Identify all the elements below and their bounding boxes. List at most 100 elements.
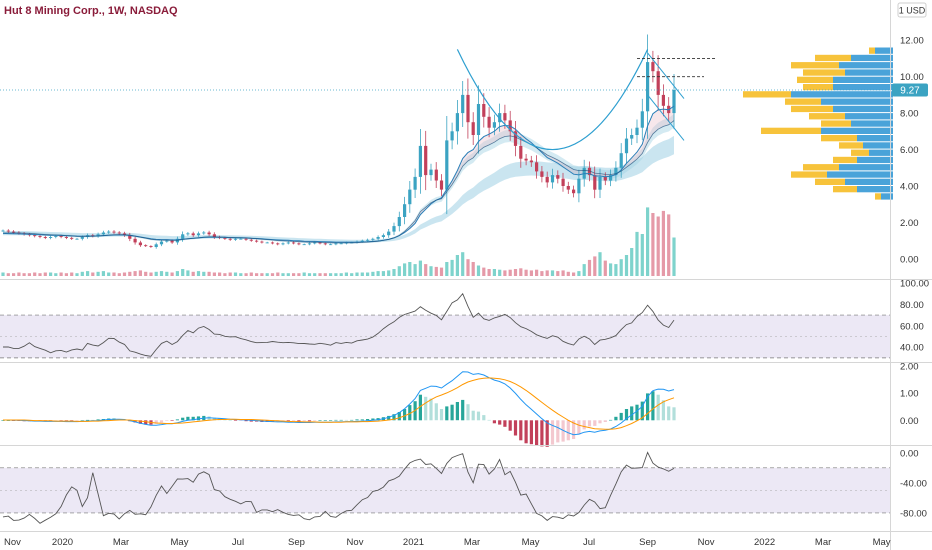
- profile-up-bar: [821, 127, 893, 134]
- candle-body: [381, 235, 385, 237]
- candle-body: [577, 178, 581, 194]
- macd-histogram-bar: [471, 410, 475, 421]
- time-tick-label: Sep: [639, 537, 656, 548]
- volume-bar: [144, 271, 148, 276]
- macd-histogram-bar: [455, 402, 459, 421]
- profile-up-bar: [875, 47, 893, 54]
- volume-bar: [12, 273, 16, 276]
- candle-body: [471, 122, 475, 135]
- williams-r-line: [2, 451, 675, 524]
- macd-histogram-bar: [582, 420, 586, 430]
- candle-body: [476, 104, 481, 135]
- time-tick-label: Nov: [698, 537, 715, 548]
- volume-bar: [59, 272, 63, 276]
- macd-tick-label: 1.00: [900, 389, 919, 400]
- profile-down-bar: [791, 105, 833, 113]
- candle-body: [302, 244, 306, 246]
- candle-body: [313, 242, 317, 244]
- macd-histogram-bar: [439, 409, 444, 421]
- profile-up-bar: [857, 156, 893, 164]
- candle-body: [159, 241, 164, 245]
- volume-bar: [661, 210, 665, 276]
- currency-button[interactable]: 1 USD: [897, 2, 927, 18]
- rsi-line: [3, 292, 675, 357]
- candle-body: [117, 232, 121, 234]
- volume-bar: [33, 272, 37, 276]
- macd-histogram-bar: [445, 406, 449, 421]
- indicator-bands: [0, 314, 890, 514]
- signal-line: [3, 377, 675, 430]
- candle-body: [535, 162, 539, 172]
- macd-histogram-bar: [59, 420, 63, 421]
- candle-body: [181, 234, 185, 239]
- profile-up-bar: [845, 69, 893, 76]
- profile-up-bar: [827, 171, 893, 178]
- volume-bar: [329, 273, 333, 276]
- volume-bar: [307, 273, 312, 276]
- volume-bar: [598, 252, 602, 276]
- candle-body: [424, 145, 428, 176]
- volume-bar: [133, 271, 137, 276]
- candle-body: [455, 113, 459, 132]
- candle-body: [482, 104, 486, 117]
- candle-body: [101, 232, 105, 235]
- candle-body: [672, 90, 676, 114]
- candle-body: [1, 230, 5, 232]
- volume-bar: [1, 272, 5, 276]
- candle-body: [70, 237, 74, 239]
- candle-body: [413, 176, 417, 190]
- candle-body: [144, 245, 148, 247]
- candle-body: [519, 145, 523, 159]
- macd-histogram-bar: [196, 416, 201, 421]
- volume-bar: [233, 272, 238, 276]
- candle-body: [540, 171, 544, 177]
- candle-body: [387, 231, 391, 236]
- candle-body: [297, 243, 301, 245]
- macd-histogram-bar: [640, 401, 644, 421]
- macd-histogram-bar: [371, 418, 375, 421]
- macd-histogram-bar: [619, 412, 623, 421]
- time-axis[interactable]: Nov 2020 Mar May Jul Sep Nov 2021 Mar May Jul Sep No…: [4, 537, 891, 548]
- volume-bar: [450, 259, 454, 276]
- volume-bar: [313, 273, 317, 276]
- profile-down-bar: [875, 193, 881, 200]
- macd-histogram-bar: [635, 404, 639, 421]
- volume-bar: [122, 272, 127, 276]
- macd-histogram-bar: [392, 414, 396, 421]
- candle-body: [107, 231, 111, 233]
- profile-up-bar: [869, 149, 893, 156]
- candle-body: [80, 237, 84, 239]
- volume-bar: [54, 273, 58, 276]
- profile-up-bar: [845, 178, 893, 185]
- candle-body: [170, 240, 174, 243]
- volume-bar: [376, 271, 380, 276]
- pennant-lower-line: [647, 94, 685, 141]
- volume-bar: [614, 264, 618, 276]
- pennant-upper-line: [647, 52, 685, 99]
- candle-body: [366, 239, 370, 241]
- volume-bar: [202, 271, 206, 276]
- volume-bar: [524, 269, 528, 276]
- candle-body: [249, 239, 253, 241]
- last-price-badge: 9.27: [892, 83, 928, 97]
- macd-histogram-bar: [403, 409, 407, 421]
- candle-body: [138, 242, 142, 246]
- volume-bars: [1, 207, 676, 276]
- price-axes[interactable]: 0.00 2.00 4.00 6.00 8.00 10.00 12.00 40.00 60.00…: [900, 36, 929, 520]
- volume-bar: [392, 269, 396, 276]
- time-tick-label: 2020: [52, 537, 73, 548]
- volume-bar: [587, 259, 592, 276]
- macd-histogram-bar: [434, 403, 438, 421]
- volume-bar: [138, 270, 142, 276]
- time-tick-label: Mar: [815, 537, 831, 548]
- volume-bar: [196, 271, 201, 276]
- volume-bar: [38, 273, 42, 276]
- macd-histogram-bar: [587, 420, 592, 427]
- macd-histogram-bar: [207, 416, 211, 421]
- profile-down-bar: [743, 91, 791, 98]
- volume-bar: [154, 271, 158, 276]
- macd-histogram-bar: [181, 417, 185, 421]
- candle-body: [59, 236, 63, 237]
- volume-bar: [624, 255, 629, 276]
